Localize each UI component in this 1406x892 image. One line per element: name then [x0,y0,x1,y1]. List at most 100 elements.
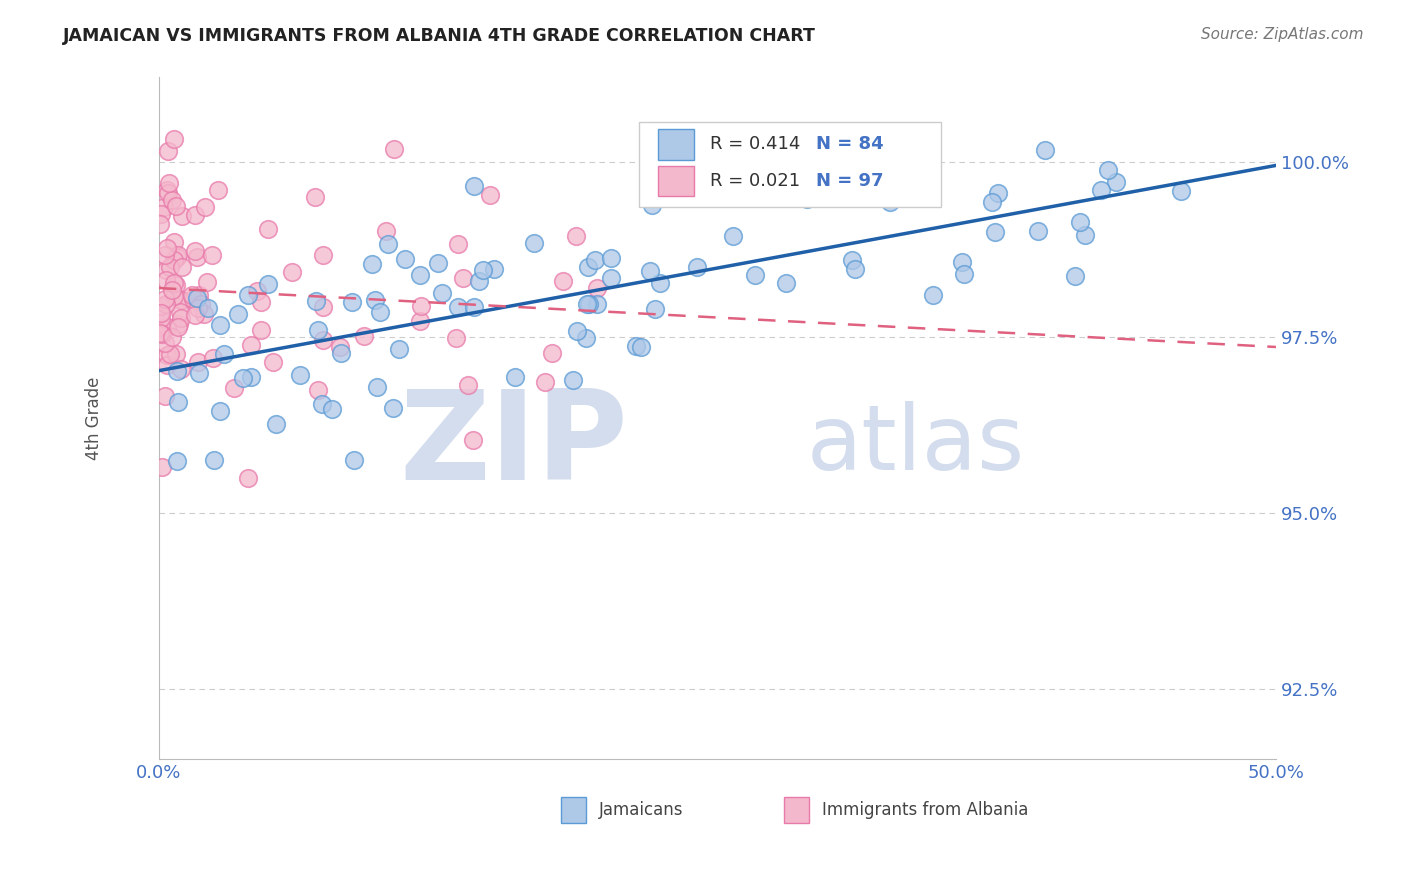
Point [564,229,586,244]
Point [600,252,623,266]
Point [1170,184,1192,198]
Point [641,198,664,212]
Point [447,236,470,251]
Point [156,358,179,372]
Point [195,275,218,289]
Point [170,260,193,274]
Point [409,314,432,328]
Point [232,371,254,385]
Point [307,322,329,336]
Point [394,252,416,266]
Point [432,285,454,300]
Text: R = 0.021: R = 0.021 [710,172,800,190]
Point [184,308,207,322]
Point [238,288,260,302]
Text: atlas: atlas [807,401,1025,490]
Point [1064,268,1087,283]
Point [156,144,179,158]
Point [360,257,382,271]
Point [984,225,1007,239]
Point [467,274,489,288]
Point [624,339,647,353]
Point [523,235,546,250]
Point [163,289,186,303]
Point [879,194,901,209]
Point [190,297,212,311]
Point [170,362,193,376]
FancyBboxPatch shape [561,797,585,823]
Point [166,364,188,378]
Point [160,193,183,207]
Point [368,305,391,319]
Point [444,331,467,345]
Point [150,207,173,221]
Point [630,340,652,354]
Point [149,217,172,231]
Point [950,255,973,269]
Point [353,329,375,343]
Point [1090,183,1112,197]
Point [156,183,179,197]
Point [172,209,194,223]
Point [167,320,190,334]
Point [685,260,707,275]
Point [321,402,343,417]
FancyBboxPatch shape [658,128,695,160]
Point [1097,163,1119,178]
Point [153,248,176,262]
Point [585,297,607,311]
Point [202,351,225,365]
Point [583,253,606,268]
Text: N = 97: N = 97 [815,172,883,190]
Point [648,276,671,290]
Point [187,301,209,315]
Point [180,287,202,301]
Point [155,263,177,277]
Point [980,194,1002,209]
Point [150,326,173,341]
Point [212,347,235,361]
Point [256,222,278,236]
Point [721,229,744,244]
Point [163,235,186,249]
Point [479,187,502,202]
Point [329,340,352,354]
Point [150,306,173,320]
Point [329,345,352,359]
Point [387,342,409,356]
Point [953,267,976,281]
Point [249,294,271,309]
Point [638,264,661,278]
Point [409,299,432,313]
Text: R = 0.414: R = 0.414 [710,136,800,153]
Point [264,417,287,431]
Point [188,366,211,380]
FancyBboxPatch shape [640,121,941,207]
Point [187,355,209,369]
Point [166,395,188,409]
Point [575,297,598,311]
Point [157,186,180,200]
Point [343,453,366,467]
Point [170,293,193,307]
Point [377,236,399,251]
Point [160,329,183,343]
Point [156,320,179,334]
Point [153,293,176,307]
Point [186,251,208,265]
Point [463,178,485,193]
Point [202,452,225,467]
Point [305,294,328,309]
Point [576,260,599,275]
Point [162,132,184,146]
Point [159,346,181,360]
Point [159,260,181,275]
FancyBboxPatch shape [785,797,808,823]
Point [165,347,187,361]
Point [167,248,190,262]
Point [163,253,186,268]
Point [503,370,526,384]
Point [427,256,450,270]
Point [165,277,187,292]
Point [165,199,187,213]
